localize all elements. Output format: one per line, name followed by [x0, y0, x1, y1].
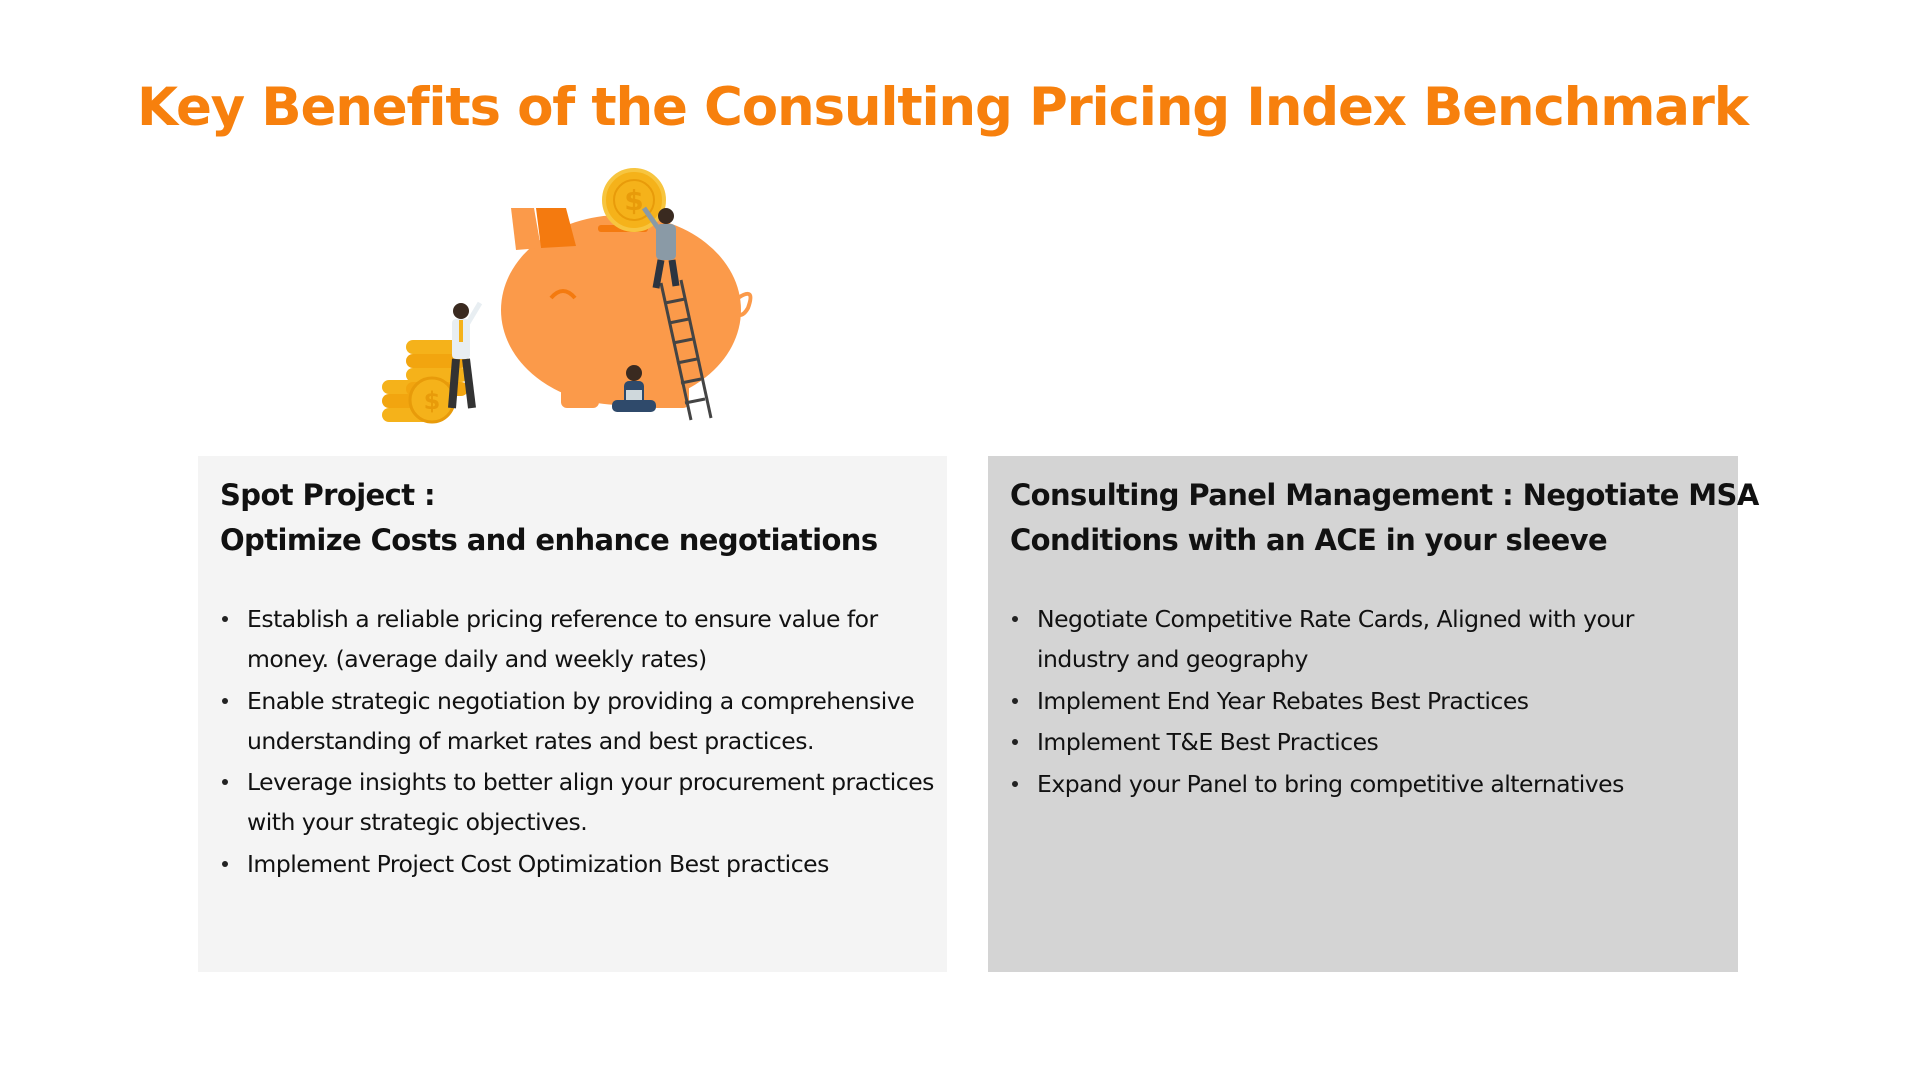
list-item: Implement Project Cost Optimization Best…	[220, 844, 947, 884]
list-item: Negotiate Competitive Rate Cards, Aligne…	[1010, 599, 1738, 679]
person-climbing-icon	[641, 206, 680, 289]
spot-project-card: Spot Project : Optimize Costs and enhanc…	[198, 456, 947, 972]
card-heading-line: Spot Project :	[220, 478, 436, 512]
list-item: Establish a reliable pricing reference t…	[220, 599, 947, 679]
list-item: Leverage insights to better align your p…	[220, 762, 947, 842]
list-item-text: Enable strategic negotiation by providin…	[247, 686, 915, 715]
piggy-bank-illustration-icon: $ $	[382, 168, 753, 424]
list-item-text: industry and geography	[1037, 645, 1308, 673]
list-item-text: money. (average daily and weekly rates)	[247, 645, 707, 673]
piggy-bank-icon	[501, 208, 753, 408]
card-heading-line: Consulting Panel Management : Negotiate …	[1010, 478, 1759, 512]
card-heading: Consulting Panel Management : Negotiate …	[1010, 473, 1759, 563]
list-item-text: understanding of market rates and best p…	[247, 726, 814, 755]
svg-text:$: $	[424, 387, 441, 415]
list-item: Implement T&E Best Practices	[1010, 722, 1738, 762]
list-item-text: Implement T&E Best Practices	[1037, 728, 1379, 756]
card-heading: Spot Project : Optimize Costs and enhanc…	[220, 473, 947, 563]
list-item-text: Implement Project Cost Optimization Best…	[247, 849, 829, 878]
list-item: Expand your Panel to bring competitive a…	[1010, 764, 1738, 804]
list-item: Enable strategic negotiation by providin…	[220, 681, 947, 761]
list-item-text: Leverage insights to better align your p…	[247, 768, 934, 796]
list-item-text: Implement End Year Rebates Best Practice…	[1037, 686, 1529, 715]
list-item-text: Establish a reliable pricing reference t…	[247, 605, 878, 633]
panel-management-card: Consulting Panel Management : Negotiate …	[988, 456, 1759, 972]
list-item-text: Expand your Panel to bring competitive a…	[1037, 769, 1624, 798]
list-item-text: with your strategic objectives.	[247, 808, 588, 836]
page-title: Key Benefits of the Consulting Pricing I…	[137, 77, 1749, 138]
list-item: Implement End Year Rebates Best Practice…	[1010, 681, 1738, 721]
person-standing-icon	[448, 301, 483, 409]
ladder-icon	[659, 279, 713, 421]
benefit-list: Establish a reliable pricing reference t…	[220, 599, 947, 884]
card-heading-line: Optimize Costs and enhance negotiations	[220, 523, 878, 557]
person-sitting-icon	[612, 365, 656, 412]
list-item-text: Negotiate Competitive Rate Cards, Aligne…	[1037, 605, 1634, 633]
svg-text:$: $	[624, 184, 643, 217]
benefit-list: Negotiate Competitive Rate Cards, Aligne…	[1010, 599, 1738, 804]
card-heading-line: Conditions with an ACE in your sleeve	[1010, 523, 1608, 557]
